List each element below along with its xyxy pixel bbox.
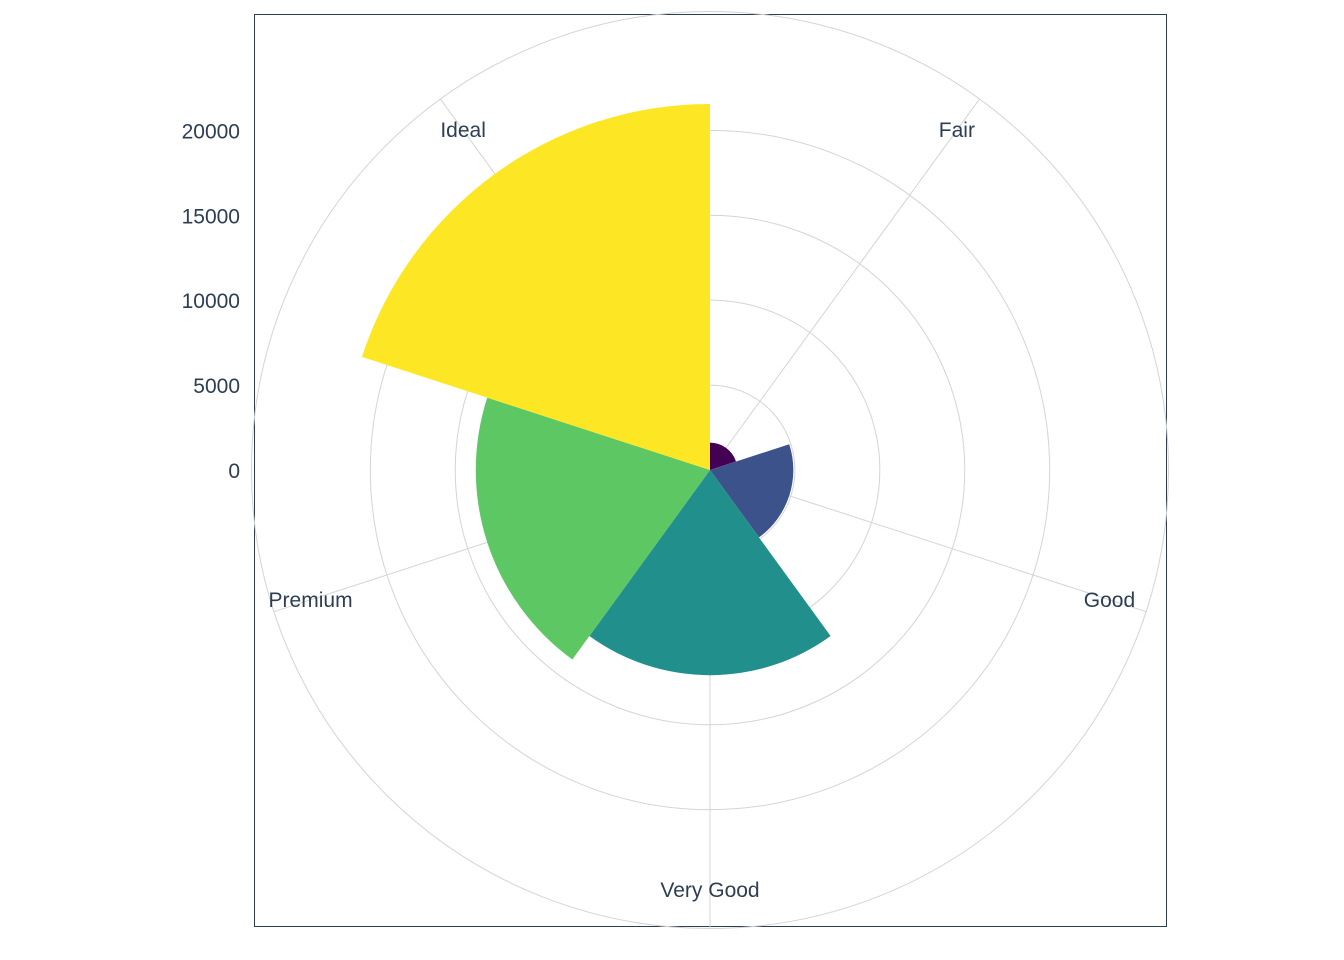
sector-fair	[710, 442, 737, 470]
radial-axis-ticks: 0 5000 10000 15000 20000	[182, 120, 240, 483]
category-label-good: Good	[1084, 589, 1135, 612]
sector-good	[710, 444, 794, 538]
r-tick-label: 0	[228, 460, 240, 483]
grid-spoke	[709, 98, 980, 471]
category-label-fair: Fair	[939, 119, 975, 142]
r-tick-label: 20000	[182, 120, 240, 143]
r-tick-label: 10000	[182, 290, 240, 313]
sector-very-good	[589, 470, 831, 676]
r-tick-label: 15000	[182, 205, 240, 228]
category-label-ideal: Ideal	[440, 119, 486, 142]
category-labels: Fair Good Very Good Premium Ideal	[269, 119, 1136, 902]
category-label-very-good: Very Good	[660, 879, 759, 902]
category-label-premium: Premium	[269, 589, 353, 612]
r-tick-label: 5000	[193, 375, 240, 398]
sector-ideal	[361, 104, 710, 470]
sector-premium	[475, 397, 710, 660]
sector-layer	[361, 104, 831, 676]
